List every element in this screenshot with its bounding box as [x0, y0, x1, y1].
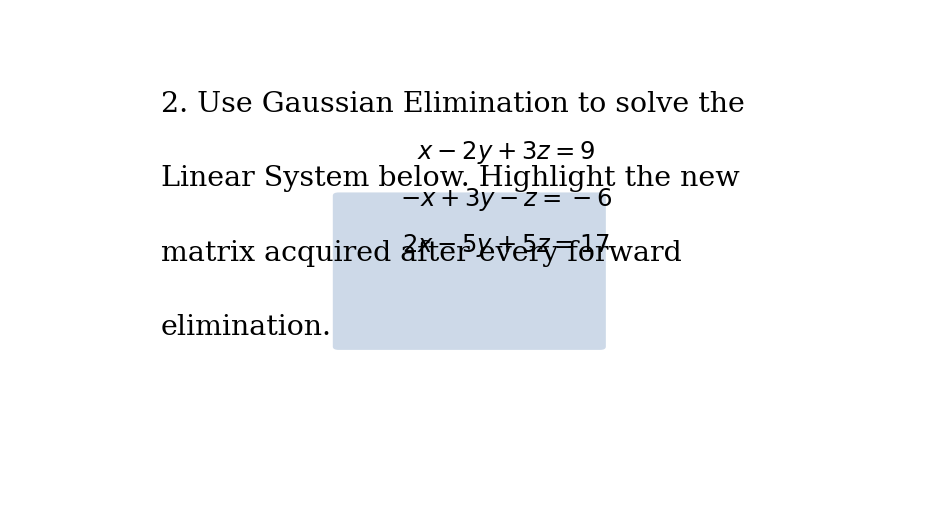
- Text: Linear System below. Highlight the new: Linear System below. Highlight the new: [161, 165, 739, 192]
- Text: 2. Use Gaussian Elimination to solve the: 2. Use Gaussian Elimination to solve the: [161, 91, 744, 118]
- Text: $-x + 3y - z = -6$: $-x + 3y - z = -6$: [399, 186, 611, 212]
- FancyBboxPatch shape: [332, 192, 606, 350]
- Text: matrix acquired after every forward: matrix acquired after every forward: [161, 240, 680, 267]
- Text: $2x - 5y + 5z = 17$: $2x - 5y + 5z = 17$: [402, 232, 609, 259]
- Text: $x - 2y + 3z = 9$: $x - 2y + 3z = 9$: [417, 139, 594, 166]
- Text: elimination.: elimination.: [161, 314, 331, 342]
